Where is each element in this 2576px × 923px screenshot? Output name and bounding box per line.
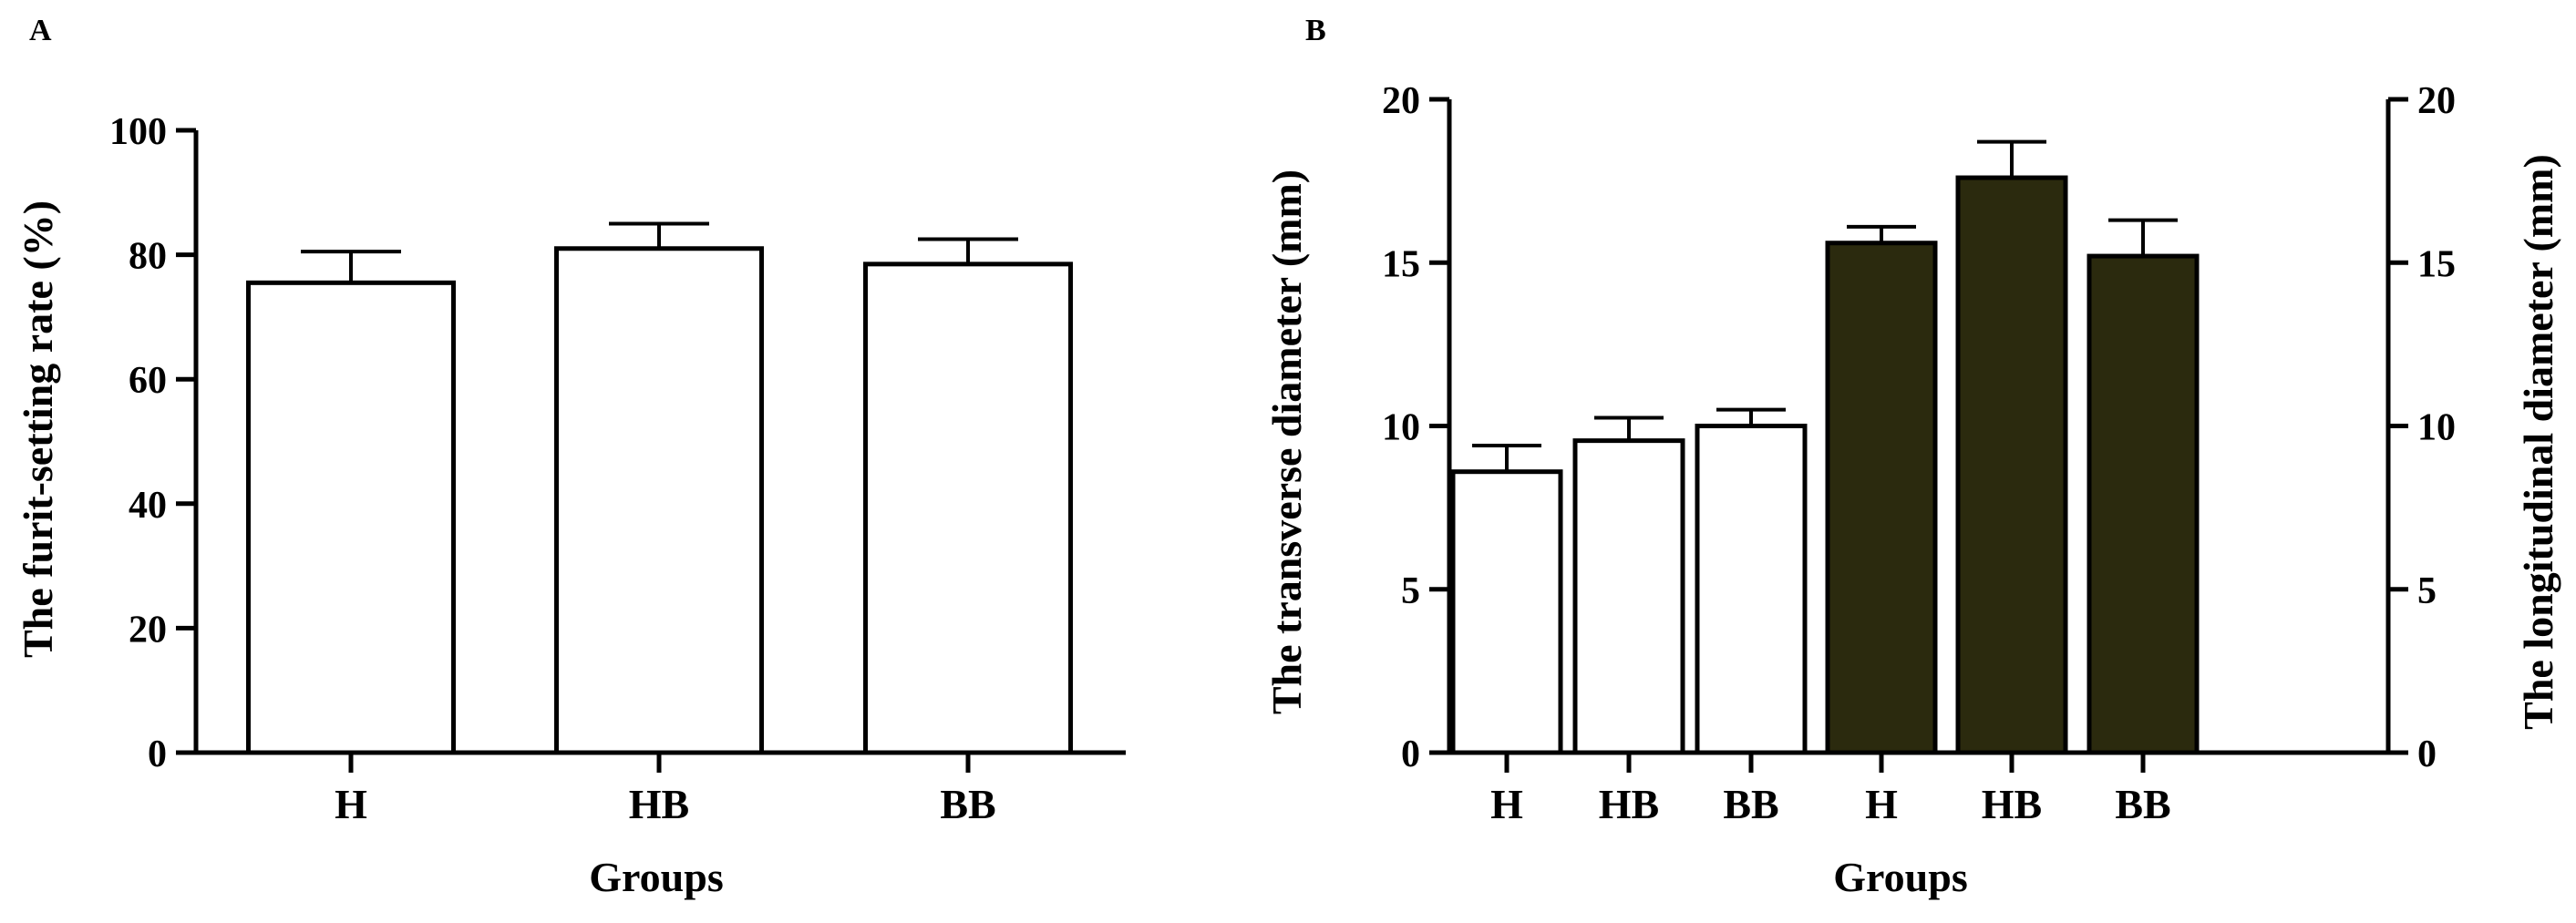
panel-a-x-axis-title: Groups bbox=[589, 854, 723, 900]
panel-b-x-axis-title: Groups bbox=[1833, 854, 1967, 900]
panel-b-category-label: H bbox=[1865, 781, 1898, 827]
panel-a-y-tick-label: 40 bbox=[129, 485, 167, 527]
panel-b-chart: B 0 5 10 15 20 0 5 10 15 20 H HB BB H HB BB Groups The … bbox=[1263, 14, 2561, 900]
panel-b-category-label: HB bbox=[1982, 781, 2042, 827]
panel-b-transverse-bar bbox=[1572, 438, 1685, 755]
panel-a-category-label: HB bbox=[629, 781, 689, 827]
panel-a-y-axis-title: The furit-setting rate (%) bbox=[15, 200, 61, 658]
panel-a-y-tick-label: 60 bbox=[129, 360, 167, 402]
panel-a-category-label: H bbox=[335, 781, 367, 827]
panel-b-category-label: H bbox=[1490, 781, 1523, 827]
panel-b-transverse-bar bbox=[1450, 469, 1563, 755]
panel-b-left-y-axis-title: The transverse diameter (mm) bbox=[1263, 169, 1310, 714]
panel-b-longitudinal-bar bbox=[1955, 175, 2068, 755]
panel-a-chart: A 0 20 40 60 80 100 H HB BB Groups The furit-set… bbox=[15, 14, 1126, 900]
panel-b-right-y-tick-label: 5 bbox=[2417, 570, 2437, 612]
panel-b-label: B bbox=[1305, 14, 1326, 47]
panel-b-transverse-bar bbox=[1695, 424, 1808, 755]
panel-a-bar bbox=[246, 280, 456, 755]
panel-b-longitudinal-bar bbox=[1825, 241, 1938, 755]
panel-b-left-y-tick-label: 10 bbox=[1382, 407, 1420, 449]
panel-a-y-tick-label: 0 bbox=[148, 733, 167, 775]
panel-a-bar bbox=[554, 246, 764, 755]
panel-b-right-y-tick-label: 0 bbox=[2417, 733, 2437, 775]
panel-a-bar bbox=[863, 262, 1073, 755]
panel-a-label: A bbox=[29, 14, 52, 47]
panel-a-y-tick-label: 20 bbox=[129, 609, 167, 651]
panel-b-longitudinal-bar bbox=[2087, 253, 2200, 755]
panel-b-left-y-tick-label: 20 bbox=[1382, 80, 1420, 122]
panel-b-category-label: BB bbox=[2115, 781, 2170, 827]
panel-b-category-label: BB bbox=[1723, 781, 1778, 827]
panel-a-y-tick-label: 80 bbox=[129, 236, 167, 278]
panel-b-right-y-tick-label: 15 bbox=[2417, 243, 2456, 285]
panel-a-category-label: BB bbox=[940, 781, 995, 827]
panel-b-left-y-tick-label: 15 bbox=[1382, 243, 1420, 285]
panel-b-right-y-tick-label: 20 bbox=[2417, 80, 2456, 122]
panel-b-left-y-tick-label: 0 bbox=[1401, 733, 1420, 775]
panel-b-right-y-tick-label: 10 bbox=[2417, 407, 2456, 449]
panel-b-left-y-tick-label: 5 bbox=[1401, 570, 1420, 612]
panel-b-category-label: HB bbox=[1599, 781, 1659, 827]
panel-b-right-y-axis-title: The longitudinal diameter (mm) bbox=[2515, 154, 2561, 730]
panel-a-y-tick-label: 100 bbox=[109, 111, 167, 153]
panel-b-marks: 0 5 10 15 20 0 5 10 15 20 H HB BB H HB BB bbox=[1382, 80, 2456, 827]
panel-a-marks: 0 20 40 60 80 100 H HB BB bbox=[109, 111, 1126, 827]
